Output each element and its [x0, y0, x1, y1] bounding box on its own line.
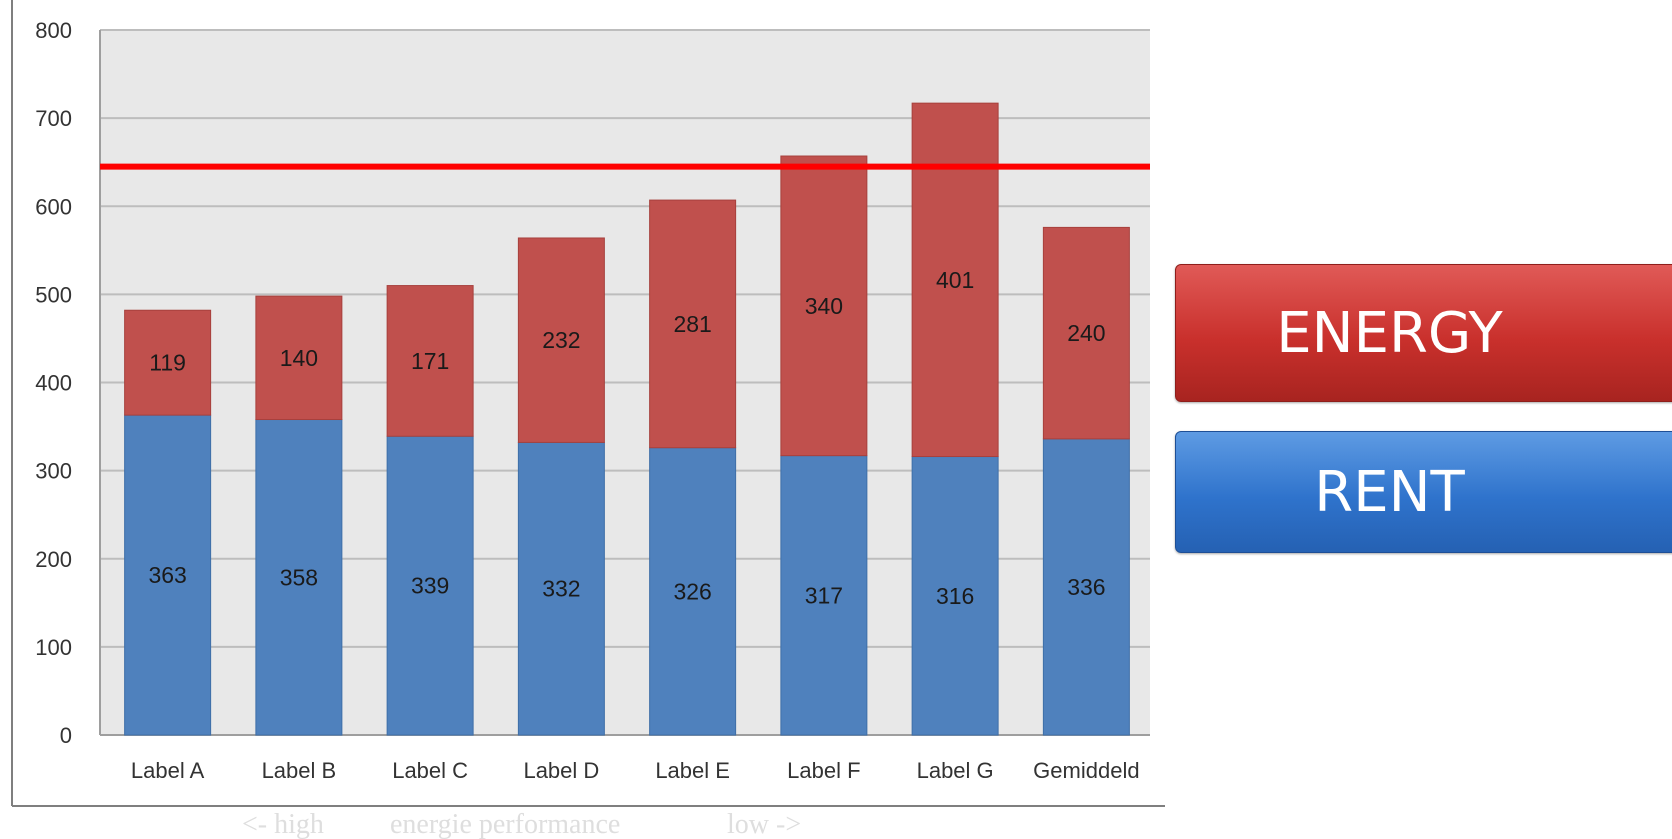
x-tick-label-5: Label F: [787, 758, 860, 783]
data-label-rent-3: 332: [542, 576, 580, 602]
data-label-rent-2: 339: [411, 573, 449, 599]
x-axis-label-center: energie performance: [390, 809, 620, 839]
y-axis-ticks: 0 100 200 300 400 500 600 700 800: [35, 18, 72, 748]
data-label-energy-7: 240: [1067, 320, 1105, 346]
data-label-energy-3: 232: [542, 327, 580, 353]
x-tick-label-4: Label E: [655, 758, 730, 783]
bar-labels: 363 119 358 140 339 171 332 232 326 281 317 340 316 4…: [148, 267, 1105, 609]
data-label-energy-1: 140: [280, 345, 318, 371]
x-tick-label-3: Label D: [523, 758, 599, 783]
bar-energy-7: [1042, 226, 1130, 440]
bar-rent-7: [1042, 438, 1130, 736]
data-label-rent-0: 363: [148, 562, 186, 588]
data-label-rent-4: 326: [673, 578, 711, 604]
data-label-rent-5: 317: [805, 582, 843, 608]
y-tick-label-0: 0: [60, 723, 72, 748]
bar-energy-3: [517, 237, 605, 443]
data-label-energy-4: 281: [673, 311, 711, 337]
x-tick-label-7: Gemiddeld: [1033, 758, 1139, 783]
bar-rent-1: [255, 419, 343, 736]
bar-rent-0: [124, 414, 212, 736]
y-tick-label-800: 800: [35, 18, 72, 43]
data-label-rent-6: 316: [936, 583, 974, 609]
bar-energy-6: [911, 102, 999, 458]
y-tick-label-400: 400: [35, 371, 72, 396]
x-tick-label-2: Label C: [392, 758, 468, 783]
data-label-rent-7: 336: [1067, 574, 1105, 600]
legend-energy: ENERGY: [1175, 264, 1672, 402]
bar-energy-4: [649, 199, 737, 449]
x-axis-label-right: low ->: [727, 809, 801, 839]
data-label-energy-2: 171: [411, 348, 449, 374]
data-label-rent-1: 358: [280, 564, 318, 590]
x-tick-label-6: Label G: [917, 758, 994, 783]
y-tick-label-200: 200: [35, 547, 72, 572]
bars: [124, 102, 1130, 736]
bar-rent-4: [649, 447, 737, 736]
legend-rent: RENT: [1175, 431, 1672, 553]
x-tick-label-1: Label B: [262, 758, 337, 783]
data-label-energy-5: 340: [805, 293, 843, 319]
stacked-bar-chart: 0 100 200 300 400 500 600 700 800 363 119 358 140 33…: [11, 0, 1165, 839]
y-tick-label-600: 600: [35, 194, 72, 219]
bar-energy-2: [386, 285, 474, 437]
y-tick-label-700: 700: [35, 106, 72, 131]
x-tick-label-0: Label A: [131, 758, 205, 783]
bar-rent-3: [517, 441, 605, 736]
bar-energy-0: [124, 309, 212, 416]
data-label-energy-6: 401: [936, 267, 974, 293]
bar-energy-1: [255, 295, 343, 421]
y-tick-label-300: 300: [35, 459, 72, 484]
bar-rent-2: [386, 435, 474, 736]
y-tick-label-100: 100: [35, 635, 72, 660]
bar-rent-6: [911, 456, 999, 736]
legend-energy-label: ENERGY: [1276, 300, 1503, 366]
y-tick-label-500: 500: [35, 282, 72, 307]
legend-rent-label: RENT: [1314, 459, 1465, 525]
x-axis-ticks: Label A Label B Label C Label D Label E Label…: [131, 758, 1140, 783]
x-axis-label-left: <- high: [242, 809, 324, 839]
bar-energy-5: [780, 155, 868, 457]
data-label-energy-0: 119: [149, 350, 186, 376]
